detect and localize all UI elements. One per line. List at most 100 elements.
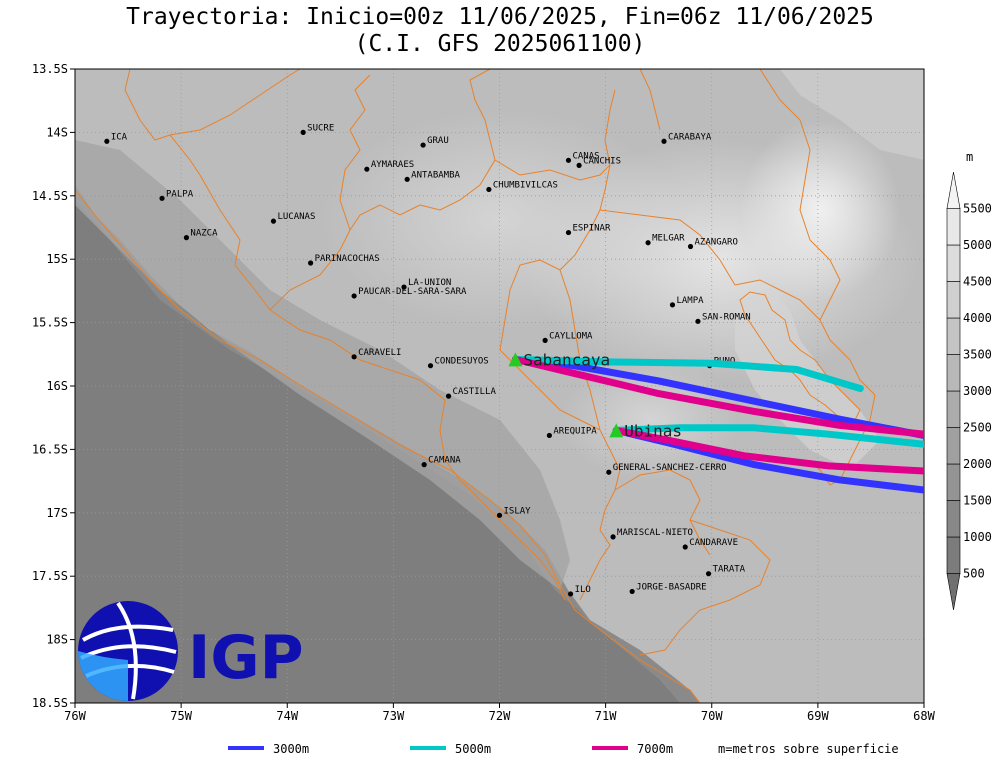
place-label: GENERAL-SANCHEZ-CERRO bbox=[613, 463, 727, 473]
y-tick-label: 15.5S bbox=[32, 316, 68, 330]
place-label: PARINACOCHAS bbox=[315, 254, 380, 264]
y-tick-label: 18.5S bbox=[32, 696, 68, 710]
place-marker bbox=[486, 186, 492, 193]
y-axis: 13.5S 14S 14.5S 15S 15.5S 16S 16.5S 17S 17.5S 18S… bbox=[32, 62, 75, 710]
y-tick-label: 17S bbox=[46, 506, 68, 520]
volcanoes-layer: Sabancaya Ubinas bbox=[508, 350, 682, 440]
place-marker bbox=[364, 166, 370, 172]
place-marker bbox=[183, 235, 190, 241]
place-marker bbox=[270, 218, 277, 224]
colorbar-segment bbox=[946, 463, 961, 501]
place-label: LA-UNION bbox=[408, 278, 451, 288]
colorbar-segment bbox=[946, 317, 961, 355]
logo-text: IGP bbox=[188, 623, 304, 693]
x-tick-label: 72W bbox=[489, 709, 511, 723]
x-tick-label: 70W bbox=[701, 709, 723, 723]
trajectory-line bbox=[511, 355, 864, 392]
trajectory-line bbox=[511, 355, 924, 438]
place-marker bbox=[351, 354, 357, 360]
place-marker bbox=[687, 243, 694, 250]
colorbar-tick-label: 2500 bbox=[963, 421, 992, 435]
place-label: CASTILLA bbox=[453, 387, 497, 397]
trajectories-layer bbox=[511, 355, 924, 494]
x-tick-label: 69W bbox=[807, 709, 829, 723]
place-marker bbox=[496, 512, 503, 518]
place-label: PAUCAR-DEL-SARA-SARA bbox=[358, 287, 467, 297]
place-label: CAMANA bbox=[428, 456, 461, 466]
place-label: JORGE-BASADRE bbox=[636, 582, 706, 592]
legend-note: m=metros sobre superficie bbox=[718, 742, 899, 756]
colorbar-segment bbox=[946, 427, 961, 465]
colorbar-segment bbox=[946, 244, 961, 282]
place-marker bbox=[542, 337, 548, 343]
place-label: TARATA bbox=[713, 565, 746, 575]
volcano-label: Sabancaya bbox=[523, 350, 610, 369]
y-tick-label: 14.5S bbox=[32, 189, 68, 203]
colorbar-segment bbox=[946, 208, 961, 246]
colorbar-segment bbox=[946, 171, 961, 209]
x-tick-label: 76W bbox=[64, 709, 86, 723]
colorbar-tick-label: 2000 bbox=[963, 457, 992, 471]
y-tick-label: 17.5S bbox=[32, 569, 68, 583]
colorbar-segment bbox=[946, 500, 961, 538]
y-tick-label: 13.5S bbox=[32, 62, 68, 76]
place-marker bbox=[610, 534, 616, 540]
x-tick-label: 75W bbox=[170, 709, 192, 723]
place-label: AREQUIPA bbox=[553, 426, 597, 436]
place-label: SAN-ROMAN bbox=[702, 312, 751, 322]
place-label: CARAVELI bbox=[358, 348, 401, 358]
trajectory-line bbox=[612, 426, 924, 475]
trajectory-line bbox=[612, 424, 924, 448]
legend-label: 5000m bbox=[455, 742, 491, 756]
place-marker bbox=[427, 363, 434, 369]
place-marker bbox=[300, 129, 306, 135]
place-marker bbox=[682, 544, 688, 550]
colorbar-tick-label: 500 bbox=[963, 567, 985, 581]
place-marker bbox=[404, 176, 410, 182]
terrain-layer bbox=[75, 69, 924, 703]
colorbar-segment bbox=[946, 573, 961, 611]
place-label: LUCANAS bbox=[277, 212, 315, 222]
y-tick-label: 18S bbox=[46, 633, 68, 647]
colorbar-tick-label: 1000 bbox=[963, 530, 992, 544]
place-marker bbox=[645, 240, 651, 246]
colorbar: m 500 1000 1500 2000 2500 3000 3500 4000 4500 500… bbox=[946, 150, 992, 611]
place-marker bbox=[445, 393, 452, 399]
legend-label: 7000m bbox=[637, 742, 673, 756]
legend-label: 3000m bbox=[273, 742, 309, 756]
place-label: SUCRE bbox=[307, 123, 334, 133]
colorbar-segment bbox=[946, 354, 961, 392]
place-label: CONDESUYOS bbox=[435, 357, 489, 367]
place-marker bbox=[159, 195, 165, 201]
x-tick-label: 74W bbox=[276, 709, 298, 723]
volcano-marker bbox=[609, 423, 624, 438]
y-tick-label: 16.5S bbox=[32, 442, 68, 456]
place-marker bbox=[420, 142, 426, 148]
place-label: CHUMBIVILCAS bbox=[493, 180, 558, 190]
colorbar-tick-label: 4500 bbox=[963, 275, 992, 289]
place-marker bbox=[661, 138, 667, 144]
x-axis: 76W 75W 74W 73W 72W 71W 70W 69W 68W bbox=[64, 703, 936, 723]
place-marker bbox=[606, 469, 612, 475]
colorbar-unit: m bbox=[966, 150, 973, 164]
place-marker bbox=[576, 162, 582, 168]
colorbar-tick-label: 3500 bbox=[963, 348, 992, 362]
place-label: PALPA bbox=[166, 189, 194, 199]
place-label: CAYLLOMA bbox=[549, 331, 593, 341]
y-tick-label: 15S bbox=[46, 252, 68, 266]
colorbar-tick-label: 5000 bbox=[963, 238, 992, 252]
place-label: LAMPA bbox=[676, 296, 704, 306]
colorbar-segment bbox=[946, 390, 961, 428]
place-label: CANCHIS bbox=[583, 156, 621, 166]
colorbar-tick-label: 3000 bbox=[963, 384, 992, 398]
place-label: MARISCAL-NIETO bbox=[617, 528, 693, 538]
place-marker bbox=[565, 157, 572, 163]
place-label: NAZCA bbox=[190, 229, 218, 239]
place-marker bbox=[104, 138, 110, 144]
place-label: ANTABAMBA bbox=[411, 170, 460, 180]
place-marker bbox=[565, 229, 572, 236]
trajectory-line bbox=[511, 355, 924, 439]
colorbar-segment bbox=[946, 281, 961, 319]
place-marker bbox=[421, 462, 427, 468]
